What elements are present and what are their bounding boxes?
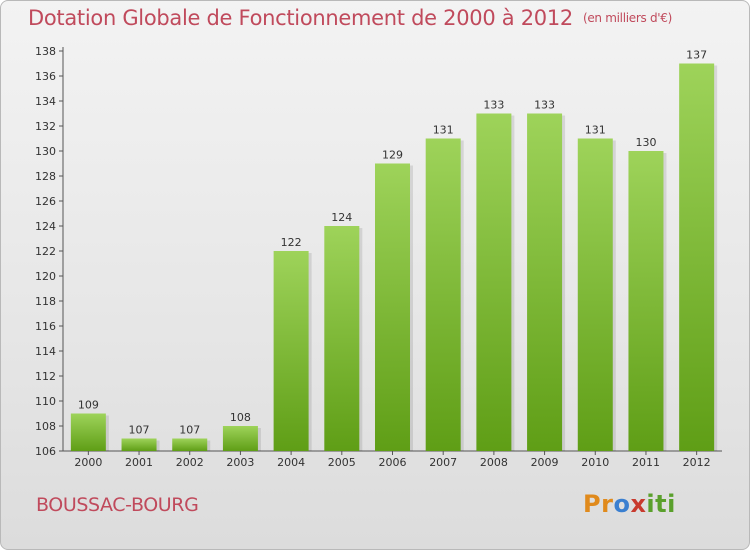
x-tick-label: 2012	[683, 456, 711, 469]
bar	[324, 226, 360, 451]
x-tick-label: 2001	[125, 456, 153, 469]
x-tick-label: 2007	[429, 456, 457, 469]
bar-value-label: 133	[534, 99, 555, 112]
logo-letter: o	[613, 490, 631, 518]
bar	[628, 151, 664, 451]
bar-value-label: 137	[686, 49, 707, 62]
x-tick-label: 2004	[277, 456, 305, 469]
y-tick-label: 112	[35, 370, 56, 383]
x-tick-label: 2005	[328, 456, 356, 469]
commune-name: BOUSSAC-BOURG	[36, 494, 199, 516]
bar	[375, 163, 410, 451]
y-tick-label: 118	[35, 295, 56, 308]
x-tick-label: 2010	[581, 456, 609, 469]
bar-value-label: 109	[78, 399, 99, 412]
bar	[70, 413, 106, 451]
x-tick-label: 2003	[226, 456, 254, 469]
x-tick-label: 2009	[531, 456, 559, 469]
proxiti-logo: Proxiti	[583, 490, 676, 518]
bar-value-label: 131	[433, 124, 454, 137]
y-tick-label: 114	[35, 345, 56, 358]
bar-value-label: 133	[483, 99, 504, 112]
bar	[577, 138, 613, 451]
y-tick-label: 134	[35, 95, 56, 108]
x-tick-label: 2002	[176, 456, 204, 469]
x-tick-label: 2011	[632, 456, 660, 469]
bar-value-label: 124	[331, 211, 352, 224]
y-tick-label: 136	[35, 70, 56, 83]
bar	[222, 426, 258, 451]
bar	[425, 138, 461, 451]
chart-title-text: Dotation Globale de Fonctionnement de 20…	[28, 6, 573, 30]
bar	[273, 251, 309, 451]
bar	[172, 438, 208, 451]
bar-value-label: 130	[635, 136, 656, 149]
y-tick-label: 120	[35, 270, 56, 283]
chart-unit: (en milliers d'€)	[582, 11, 672, 25]
logo-letter: P	[583, 490, 602, 518]
bar-value-label: 122	[281, 236, 302, 249]
bar-value-label: 129	[382, 149, 403, 162]
y-tick-label: 126	[35, 195, 56, 208]
y-tick-label: 124	[35, 220, 56, 233]
y-tick-label: 130	[35, 145, 56, 158]
bar-value-label: 107	[129, 424, 150, 437]
logo-letter: i	[646, 490, 656, 518]
y-tick-label: 110	[35, 395, 56, 408]
bar	[527, 113, 563, 451]
y-tick-label: 116	[35, 320, 56, 333]
y-tick-label: 128	[35, 170, 56, 183]
bar-value-label: 108	[230, 411, 251, 424]
bar	[121, 438, 157, 451]
bar	[476, 113, 512, 451]
logo-letter: t	[655, 490, 668, 518]
logo-letter: x	[630, 490, 647, 518]
y-tick-label: 106	[35, 445, 56, 458]
logo-letter: i	[667, 490, 676, 518]
x-tick-label: 2008	[480, 456, 508, 469]
y-tick-label: 138	[35, 45, 56, 58]
y-tick-label: 108	[35, 420, 56, 433]
chart-title: Dotation Globale de Fonctionnement de 20…	[28, 6, 672, 30]
bar-value-label: 107	[179, 424, 200, 437]
y-tick-label: 132	[35, 120, 56, 133]
logo-letter: r	[601, 490, 614, 518]
y-tick-label: 122	[35, 245, 56, 258]
bar-value-label: 131	[585, 124, 606, 137]
x-tick-label: 2000	[74, 456, 102, 469]
bar	[679, 63, 715, 451]
x-tick-label: 2006	[379, 456, 407, 469]
